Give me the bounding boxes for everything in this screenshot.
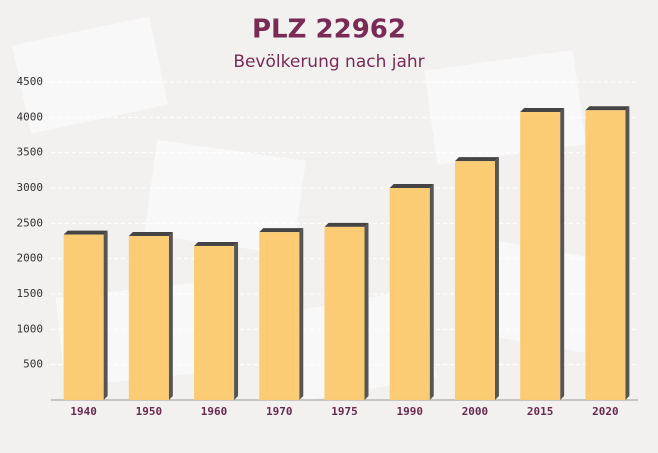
bar-side xyxy=(364,222,369,400)
y-tick-label: 3000 xyxy=(17,181,44,194)
bar-top xyxy=(389,184,434,188)
envelope xyxy=(12,16,168,134)
y-tick-label: 4500 xyxy=(17,75,44,88)
y-tick-label: 2500 xyxy=(17,216,44,229)
y-tick-label: 3500 xyxy=(17,146,44,159)
y-tick-label: 4000 xyxy=(17,110,44,123)
bar-top xyxy=(520,108,565,113)
bar-side xyxy=(168,232,173,400)
bar-side xyxy=(234,241,239,400)
x-tick-label: 2020 xyxy=(592,405,619,418)
bar-side xyxy=(625,106,630,401)
x-tick-label: 1940 xyxy=(70,405,97,418)
bar-top xyxy=(63,230,108,235)
bar xyxy=(585,110,626,401)
bar xyxy=(259,232,300,400)
bar xyxy=(389,188,430,400)
bar-side xyxy=(299,228,304,400)
bar-top xyxy=(128,232,173,237)
envelope xyxy=(144,140,306,255)
bar-top xyxy=(585,106,630,111)
chart-subtitle: Bevölkerung nach jahr xyxy=(233,52,424,72)
x-tick-label: 1970 xyxy=(266,405,293,418)
bar xyxy=(520,112,561,401)
y-tick-label: 1500 xyxy=(17,287,44,300)
bar-side xyxy=(560,108,565,401)
x-tick-label: 1975 xyxy=(331,405,358,418)
x-tick-label: 2015 xyxy=(527,405,554,418)
bar-side xyxy=(494,157,499,400)
bar xyxy=(128,236,169,400)
chart-title: PLZ 22962 xyxy=(252,15,406,45)
bar-top xyxy=(454,157,499,162)
y-tick-label: 2000 xyxy=(17,252,44,265)
x-tick-label: 1990 xyxy=(396,405,423,418)
y-tick-label: 500 xyxy=(23,358,43,371)
bar xyxy=(454,161,495,400)
bar-side xyxy=(429,184,434,400)
bar xyxy=(63,234,104,400)
bar-top xyxy=(259,228,304,233)
x-tick-label: 2000 xyxy=(462,405,489,418)
bar-side xyxy=(103,230,108,400)
bar-top xyxy=(324,222,369,227)
bar-top xyxy=(194,241,239,246)
x-tick-label: 1950 xyxy=(136,405,163,418)
x-tick-label: 1960 xyxy=(201,405,228,418)
y-tick-label: 1000 xyxy=(17,322,44,335)
bar xyxy=(324,226,365,400)
bar xyxy=(194,245,235,400)
